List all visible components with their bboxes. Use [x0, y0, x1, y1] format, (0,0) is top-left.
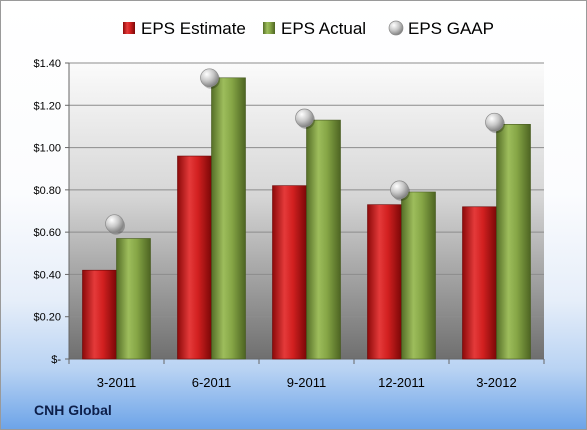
eps-gaap-marker [390, 180, 409, 200]
company-label: CNH Global [34, 402, 112, 418]
eps-estimate-bar [462, 206, 497, 360]
y-tick-label: $1.40 [33, 58, 61, 70]
eps-actual-bar [496, 124, 531, 360]
y-tick-label: $1.00 [33, 143, 61, 155]
eps-actual-bar [211, 77, 246, 360]
y-tick-label: $0.60 [33, 227, 61, 239]
y-tick-label: $0.20 [33, 312, 61, 324]
eps-estimate-bar [367, 204, 402, 360]
eps-estimate-bar [272, 185, 307, 360]
x-tick-label: 6-2011 [192, 375, 232, 390]
eps-gaap-marker [485, 112, 504, 132]
x-tick-label: 9-2011 [287, 375, 327, 390]
eps-gaap-marker [200, 68, 219, 88]
eps-gaap-marker [295, 108, 314, 128]
eps-actual-bar [306, 119, 341, 360]
y-tick-label: $0.40 [33, 269, 61, 281]
legend-actual-swatch [263, 22, 275, 34]
legend-label: EPS Actual [281, 19, 366, 38]
eps-estimate-bar [177, 155, 212, 360]
legend: EPS Estimate EPS Actual EPS GAAP [123, 19, 494, 38]
eps-gaap-marker [105, 214, 124, 234]
legend-estimate-swatch [123, 22, 135, 34]
eps-actual-bar [401, 191, 436, 360]
y-tick-label: $1.20 [33, 100, 61, 112]
legend-label: EPS GAAP [408, 19, 494, 38]
legend-gaap-swatch [388, 20, 404, 36]
x-tick-label: 3-2012 [476, 375, 516, 390]
x-tick-label: 12-2011 [378, 375, 425, 390]
x-tick-label: 3-2011 [97, 375, 137, 390]
eps-estimate-bar [82, 269, 117, 360]
eps-actual-bar [116, 238, 151, 360]
y-tick-labels: $- $0.20 $0.40 $0.60 $0.80 $1.00 $1.20 $1.40 [33, 58, 61, 366]
y-tick-label: $0.80 [33, 185, 61, 197]
bars [82, 77, 531, 360]
x-tick-labels: 3-2011 6-2011 9-2011 12-2011 3-2012 [97, 375, 517, 390]
legend-label: EPS Estimate [141, 19, 246, 38]
y-tick-label: $- [51, 354, 61, 366]
gaap-markers [105, 68, 505, 235]
